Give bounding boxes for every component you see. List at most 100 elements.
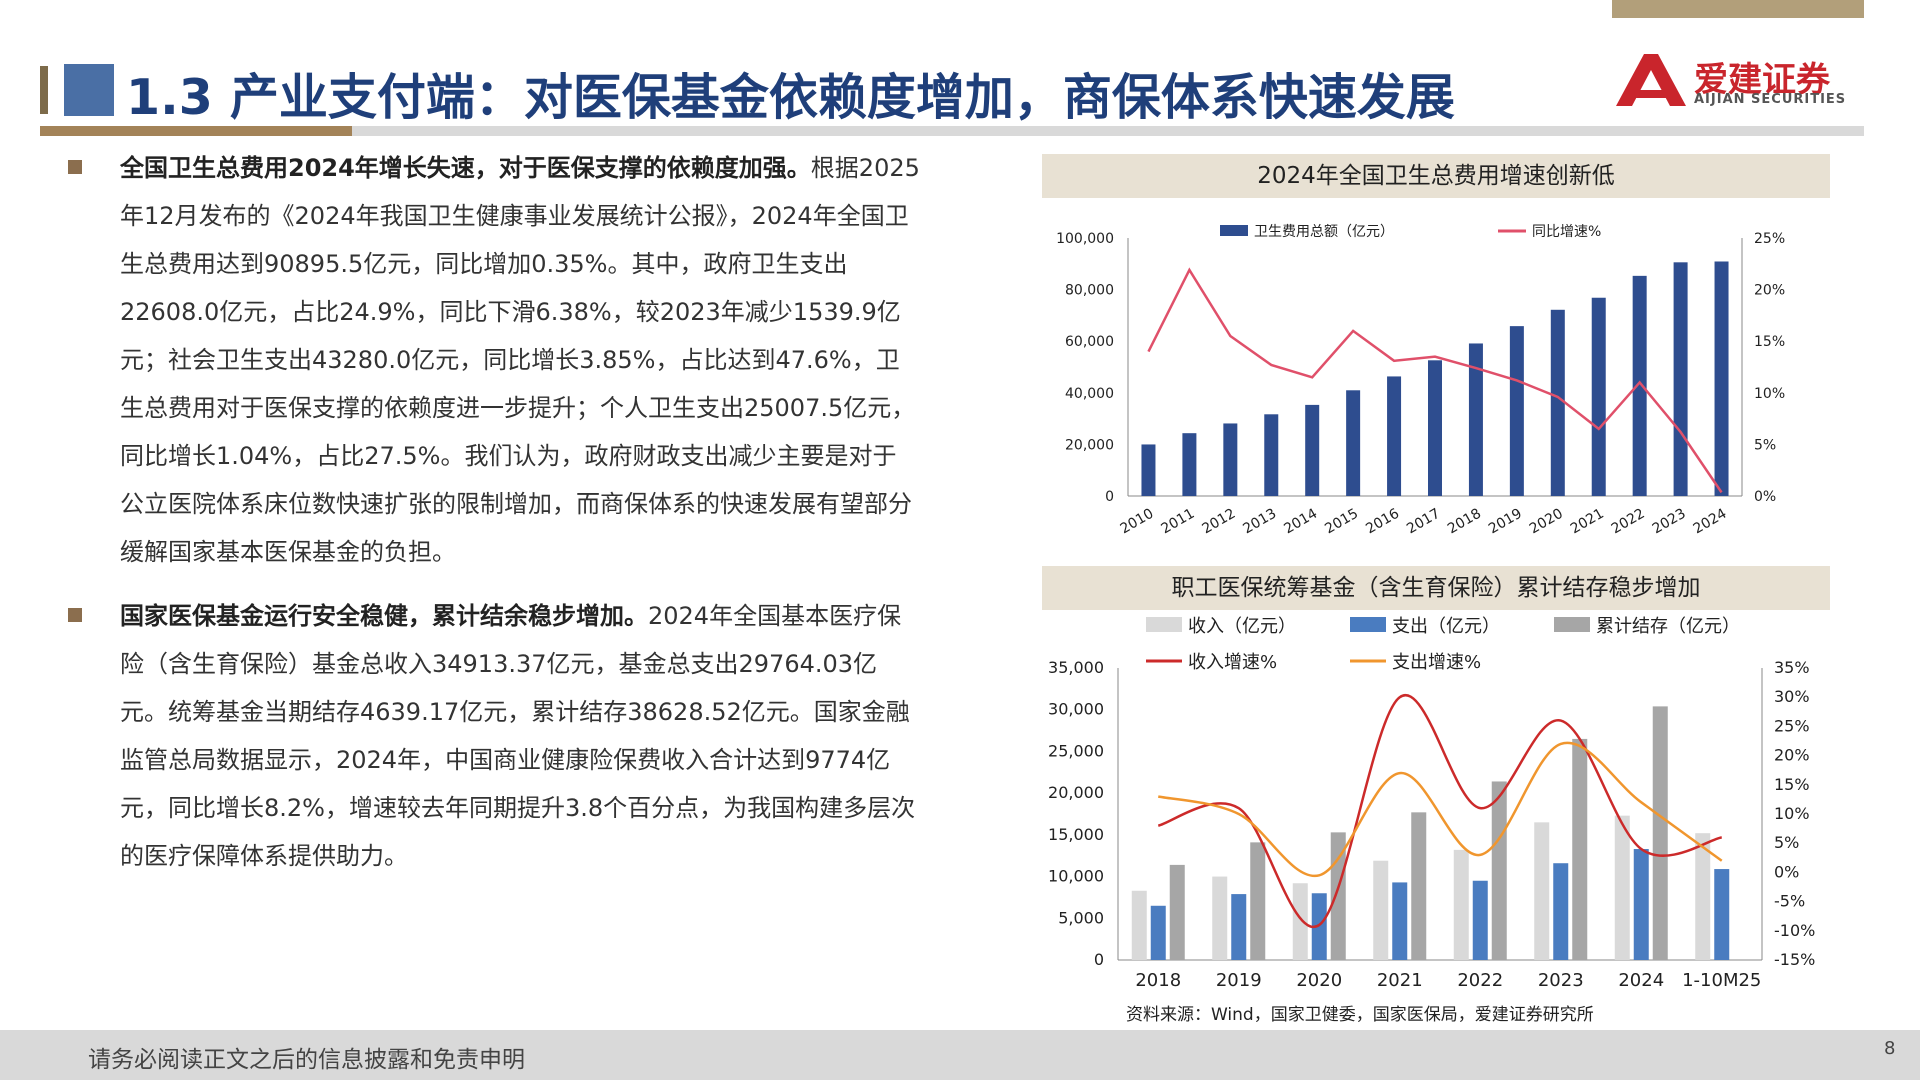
bar	[1250, 842, 1266, 960]
bar	[1223, 423, 1238, 496]
bar	[1614, 815, 1630, 960]
y-right-tick-label: 0%	[1774, 862, 1799, 881]
series-line	[1147, 267, 1723, 494]
header-rule-accent	[40, 126, 352, 136]
logo-mark-icon	[1616, 54, 1686, 106]
y-left-tick-label: 100,000	[1056, 231, 1114, 247]
y-left-tick-label: 0	[1094, 950, 1104, 969]
legend-label: 累计结存（亿元）	[1596, 616, 1740, 637]
bar	[1428, 360, 1442, 496]
y-right-tick-label: 15%	[1774, 775, 1810, 794]
x-tick-label: 2011	[1159, 506, 1198, 538]
x-tick-label: 2018	[1445, 506, 1484, 538]
legend-label: 支出（亿元）	[1392, 616, 1500, 637]
title-accent-square	[64, 64, 114, 116]
chart-1-health-expenditure: 0 20,000 40,000 60,000 80,000 100,000 0% 5% 10% 1…	[1056, 224, 1785, 538]
bar	[1453, 849, 1469, 960]
bar	[1387, 376, 1402, 496]
bar	[1411, 812, 1427, 960]
y-left-tick-label: 30,000	[1048, 700, 1104, 719]
y-right-tick-label: 30%	[1774, 687, 1810, 706]
bar	[1632, 275, 1647, 496]
x-tick-label: 2024	[1618, 970, 1664, 991]
x-tick-label: 2021	[1568, 506, 1607, 538]
paragraph-1-text: 根据2025年12月发布的《2024年我国卫生健康事业发展统计公报》，2024年…	[120, 154, 920, 566]
bar	[1695, 833, 1711, 960]
legend-label: 支出增速%	[1392, 652, 1481, 673]
x-tick-label: 2013	[1240, 506, 1279, 538]
bar	[1141, 444, 1156, 496]
x-tick-label: 2023	[1538, 970, 1584, 991]
bar	[1652, 706, 1668, 960]
x-tick-label: 2019	[1216, 970, 1262, 991]
top-accent-bar	[1612, 0, 1864, 18]
y-left-tick-label: 20,000	[1065, 437, 1114, 453]
bar	[1633, 849, 1649, 960]
company-logo: 爱建证券 AIJIAN SECURITIES	[1610, 50, 1860, 110]
x-tick-label: 2015	[1322, 506, 1361, 538]
bar	[1212, 876, 1228, 960]
legend-label: 收入（亿元）	[1188, 616, 1296, 637]
y-left-tick-label: 0	[1105, 489, 1114, 505]
y-right-tick-label: 10%	[1774, 804, 1810, 823]
y-right-tick-label: 5%	[1774, 833, 1799, 852]
y-right-tick-label: -5%	[1774, 892, 1805, 911]
legend-label: 卫生费用总额（亿元）	[1254, 224, 1394, 240]
header-rule	[40, 126, 1864, 136]
paragraph-2-text: 2024年全国基本医疗保险（含生育保险）基金总收入34913.37亿元，基金总支…	[120, 602, 916, 870]
y-right-tick-label: 25%	[1754, 231, 1785, 247]
footer-bar	[0, 1030, 1920, 1080]
legend-label: 同比增速%	[1532, 224, 1601, 240]
x-tick-label: 2019	[1486, 506, 1525, 538]
bar	[1150, 905, 1166, 960]
bar	[1392, 882, 1408, 960]
bar	[1714, 261, 1729, 496]
footer-disclaimer: 请务必阅读正文之后的信息披露和免责申明	[88, 1047, 525, 1073]
bar	[1264, 414, 1279, 496]
chart-1-title: 2024年全国卫生总费用增速创新低	[1042, 154, 1830, 198]
bar	[1472, 880, 1488, 960]
logo-name: 爱建证券	[1694, 60, 1830, 100]
bar	[1509, 326, 1524, 496]
bar	[1550, 309, 1565, 496]
y-left-tick-label: 40,000	[1065, 386, 1114, 402]
y-right-tick-label: 25%	[1774, 716, 1810, 735]
y-left-tick-label: 15,000	[1048, 825, 1104, 844]
y-left-tick-label: 20,000	[1048, 783, 1104, 802]
y-left-tick-label: 80,000	[1065, 283, 1114, 299]
x-tick-label: 2022	[1457, 970, 1503, 991]
x-tick-label: 2018	[1135, 970, 1181, 991]
x-tick-label: 1-10M25	[1682, 970, 1761, 991]
source-note: 资料来源：Wind，国家卫健委，国家医保局，爱建证券研究所	[1126, 1005, 1594, 1025]
y-right-tick-label: 0%	[1754, 489, 1776, 505]
page-title: 1.3 产业支付端：对医保基金依赖度增加，商保体系快速发展	[126, 69, 1455, 126]
bar	[1305, 404, 1320, 496]
paragraph-1-lead: 全国卫生总费用2024年增长失速，对于医保支撑的依赖度加强。	[120, 154, 811, 182]
y-left-tick-label: 10,000	[1048, 867, 1104, 886]
bar	[1311, 893, 1327, 960]
x-tick-label: 2014	[1281, 506, 1320, 538]
bar	[1591, 297, 1606, 496]
series-line	[1157, 693, 1723, 929]
chart-2-title: 职工医保统筹基金（含生育保险）累计结存稳步增加	[1042, 566, 1830, 610]
y-right-tick-label: 15%	[1754, 334, 1785, 350]
bar	[1373, 860, 1389, 960]
legend-label: 收入增速%	[1188, 652, 1277, 673]
x-tick-label: 2010	[1118, 506, 1157, 538]
x-tick-label: 2023	[1650, 506, 1689, 538]
legend-swatch	[1146, 617, 1182, 632]
y-left-tick-label: 60,000	[1065, 334, 1114, 350]
paragraph-2-lead: 国家医保基金运行安全稳健，累计结余稳步增加。	[120, 602, 648, 630]
bar	[1231, 894, 1247, 960]
y-right-tick-label: -10%	[1774, 921, 1815, 940]
y-right-tick-label: 35%	[1774, 658, 1810, 677]
x-tick-label: 2024	[1691, 506, 1730, 538]
y-right-tick-label: 5%	[1754, 437, 1776, 453]
bar	[1534, 822, 1550, 960]
x-tick-label: 2020	[1296, 970, 1342, 991]
chart-2-medical-insurance-fund: 0 5,000 10,000 15,000 20,000 25,000 30,000 35,0…	[1048, 616, 1815, 991]
page-number: 8	[1884, 1038, 1896, 1059]
x-tick-label: 2017	[1404, 506, 1443, 538]
series-line	[1157, 741, 1723, 877]
x-tick-label: 2012	[1199, 506, 1238, 538]
